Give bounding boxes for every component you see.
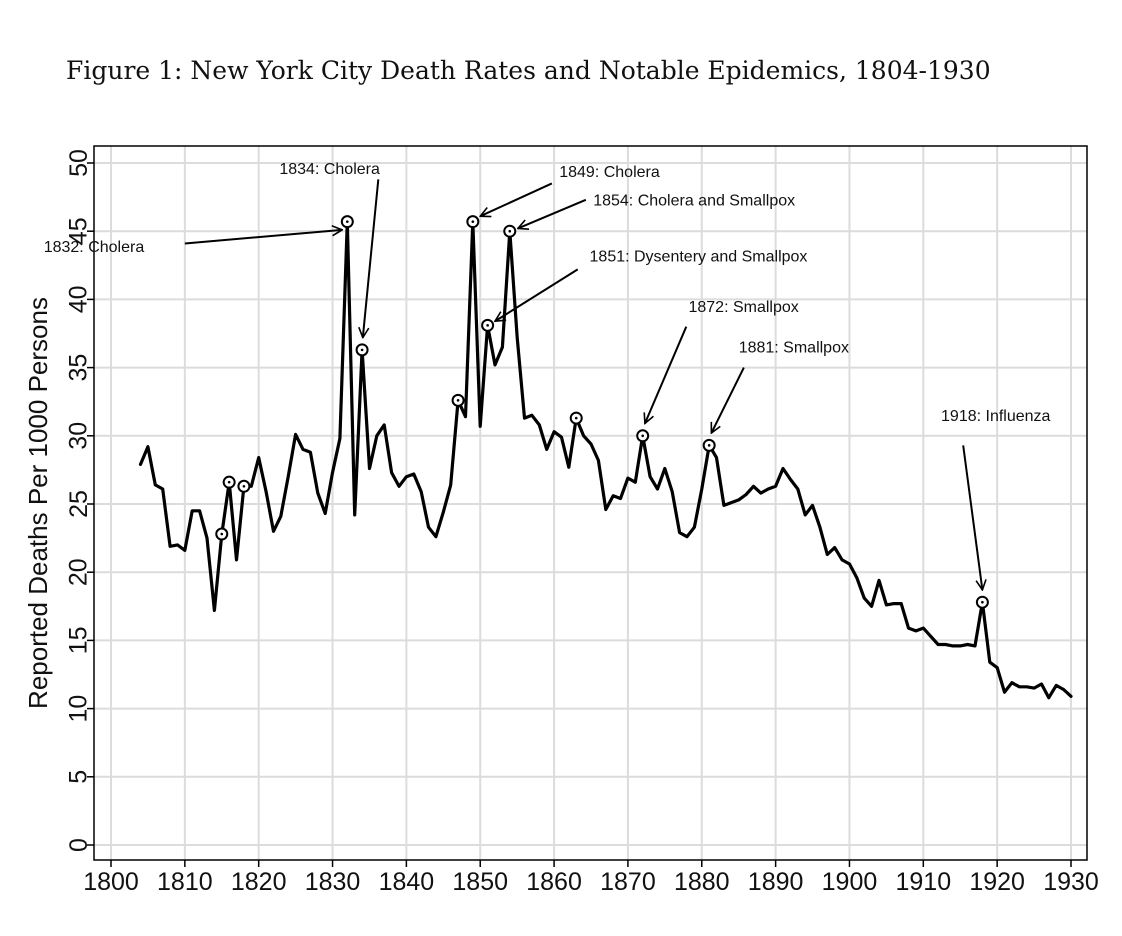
- y-tick-label: 20: [65, 558, 93, 586]
- annotation-arrow: [962, 445, 982, 590]
- x-tick-label: 1850: [452, 868, 508, 896]
- x-tick-label: 1830: [305, 868, 361, 896]
- x-tick-label: 1900: [822, 868, 878, 896]
- y-tick-label: 10: [65, 695, 93, 723]
- epidemic-marker-dot: [707, 444, 711, 447]
- annotation-arrow: [710, 367, 745, 433]
- x-tick-label: 1820: [231, 868, 287, 896]
- x-tick-label: 1920: [969, 868, 1025, 896]
- annotation-label: 1918: Influenza: [941, 408, 1051, 425]
- epidemic-marker-dot: [242, 484, 246, 488]
- series-layer: [138, 220, 1073, 700]
- x-axis: 1800 1810 1820 1830 1840 1850 1860 1870 1880 1890…: [83, 860, 1099, 896]
- x-tick-label: 1860: [526, 868, 582, 896]
- annotation-arrow: [645, 326, 688, 424]
- x-tick-label: 1930: [1043, 868, 1099, 896]
- x-tick-label: 1840: [379, 868, 435, 896]
- y-tick-label: 35: [65, 354, 93, 382]
- epidemic-marker-dot: [346, 220, 349, 223]
- y-axis: 0 5 10 15 20 25 30 35 40 45 50: [65, 149, 94, 852]
- epidemic-marker-dot: [508, 229, 512, 233]
- annotation-label: 1851: Dysentery and Smallpox: [590, 248, 808, 265]
- y-tick-label: 25: [65, 490, 93, 518]
- annotation-arrow: [495, 268, 579, 321]
- y-tick-label: 5: [65, 770, 93, 784]
- y-tick-label: 50: [65, 149, 93, 177]
- epidemic-marker-dot: [471, 220, 475, 223]
- annotations: 1832: Cholera 1834: Cholera 1849: Cholera 1…: [44, 161, 1051, 590]
- epidemic-marker-dot: [981, 600, 984, 604]
- epidemic-marker-dot: [574, 416, 578, 420]
- y-tick-label: 30: [65, 422, 93, 450]
- y-tick-label: 45: [65, 217, 93, 245]
- highlight-markers: [215, 215, 989, 609]
- annotation-arrow: [184, 230, 342, 245]
- epidemic-marker-dot: [456, 399, 460, 402]
- x-tick-label: 1870: [600, 868, 656, 896]
- y-tick-label: 0: [65, 838, 93, 852]
- annotation-arrow: [363, 179, 380, 337]
- epidemic-marker-dot: [641, 434, 644, 438]
- figure-caption: Figure 1: New York City Death Rates and …: [66, 56, 991, 85]
- x-tick-label: 1800: [83, 868, 139, 896]
- epidemic-marker-dot: [486, 324, 489, 327]
- y-axis-label: Reported Deaths Per 1000 Persons: [23, 297, 53, 709]
- annotation-label: 1872: Smallpox: [688, 299, 798, 316]
- y-tick-label: 15: [65, 626, 93, 654]
- plot-frame: [93, 145, 1088, 861]
- x-tick-label: 1810: [157, 868, 213, 896]
- annotation-label: 1832: Cholera: [44, 239, 145, 256]
- annotation-label: 1834: Cholera: [279, 161, 380, 178]
- x-tick-label: 1910: [895, 868, 951, 896]
- epidemic-marker-dot: [227, 480, 231, 484]
- x-tick-label: 1890: [748, 868, 804, 896]
- annotation-label: 1881: Smallpox: [739, 340, 849, 357]
- annotation-arrow: [518, 198, 587, 229]
- death-rate-line: [138, 220, 1073, 700]
- epidemic-marker-dot: [360, 348, 364, 352]
- annotation-label: 1854: Cholera and Smallpox: [593, 192, 795, 209]
- y-tick-label: 40: [65, 285, 93, 313]
- annotation-label: 1849: Cholera: [559, 164, 660, 181]
- epidemic-marker-dot: [220, 532, 224, 536]
- annotation-arrow: [480, 182, 553, 216]
- grid: [94, 146, 1087, 860]
- x-tick-label: 1880: [674, 868, 730, 896]
